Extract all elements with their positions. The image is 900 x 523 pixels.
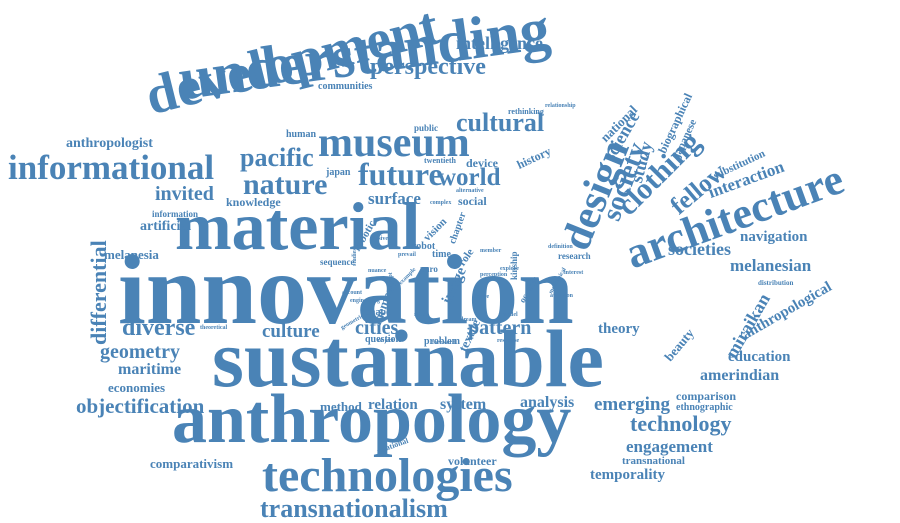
word: sequence [320, 257, 355, 267]
word: member [480, 248, 502, 254]
word: japan [326, 167, 351, 178]
word: illusive [370, 236, 389, 242]
word: innovation [118, 234, 574, 345]
word: social [458, 194, 487, 208]
word: transnational [622, 455, 685, 467]
word: objectification [76, 394, 205, 418]
word: relationship [545, 103, 576, 109]
word: surface [368, 189, 421, 208]
word: history [514, 143, 554, 172]
word: prevail [398, 252, 416, 258]
word: concept [388, 272, 394, 292]
word: time [432, 249, 451, 260]
word: engagement [626, 437, 713, 456]
word: studies [352, 248, 358, 266]
word: problem [424, 336, 460, 347]
word: model [502, 312, 518, 318]
word: informational [8, 148, 215, 187]
word: interest [564, 270, 584, 276]
word: world [438, 164, 501, 191]
word: technologies [262, 449, 513, 502]
word: alternative [456, 188, 484, 194]
word: future [358, 156, 443, 192]
word: engineering [350, 298, 380, 304]
word: response [497, 338, 520, 344]
word: theoretical [200, 325, 228, 331]
word: diverse [122, 315, 196, 341]
word: twentieth [424, 156, 456, 165]
word: question [365, 334, 402, 345]
word: dream [460, 317, 477, 323]
word: robot [412, 241, 436, 252]
word: melanesian [730, 256, 812, 275]
word: beauty [661, 325, 697, 364]
word: information [152, 209, 198, 219]
word: emerging [594, 394, 670, 415]
word: analysis [520, 394, 575, 411]
word: device [466, 156, 498, 170]
word: invited [155, 183, 214, 205]
word: anthropology [172, 381, 572, 458]
word: explore [500, 266, 519, 272]
word: complex [430, 200, 452, 206]
word: ritual [414, 312, 429, 318]
word: attention [550, 293, 573, 299]
word: distribution [758, 279, 794, 287]
word: theory [598, 321, 640, 337]
word: pattern [468, 317, 532, 339]
word: paro [420, 264, 438, 274]
word: temporality [590, 467, 665, 483]
word: public [414, 123, 439, 133]
word: intelligence [456, 33, 543, 53]
word: perception [480, 272, 508, 278]
word: object [378, 338, 394, 344]
word: technology [630, 411, 732, 436]
word: economies [108, 380, 166, 395]
word: geometry [100, 341, 180, 363]
word: volunteer [448, 454, 497, 468]
word: pacific [240, 143, 314, 172]
word: melanesia [104, 247, 159, 262]
word: shape [366, 307, 391, 318]
word: anthropologist [66, 136, 153, 151]
word: societies [668, 239, 731, 259]
word: navigation [740, 229, 808, 245]
word: relation [368, 397, 418, 413]
word: figure [474, 294, 490, 300]
word: education [728, 349, 791, 365]
word: account [342, 290, 362, 296]
word: system [440, 396, 487, 413]
word: artificial [140, 219, 192, 234]
word: definition [548, 244, 573, 250]
word: material [175, 188, 421, 264]
word: sustainable [212, 313, 604, 404]
word: cities [355, 317, 399, 339]
word: maritime [118, 361, 182, 378]
word: foreword [432, 340, 456, 346]
word: nature [243, 168, 328, 201]
word: transnationalism [260, 494, 448, 523]
word: research [558, 251, 591, 261]
word: cultural [456, 108, 545, 137]
word: comparison [676, 389, 736, 403]
word: amerindian [700, 367, 780, 384]
word: nuance [368, 268, 387, 274]
word: culture [262, 321, 320, 342]
word: ethnographic [676, 402, 733, 413]
word: comparativism [150, 456, 234, 471]
word: museum [318, 120, 470, 166]
word: knowledge [226, 195, 281, 209]
word: human [286, 129, 317, 140]
word: rethinking [508, 107, 544, 116]
word: perspective [370, 54, 486, 80]
word: communities [318, 81, 373, 92]
word: method [320, 399, 362, 414]
